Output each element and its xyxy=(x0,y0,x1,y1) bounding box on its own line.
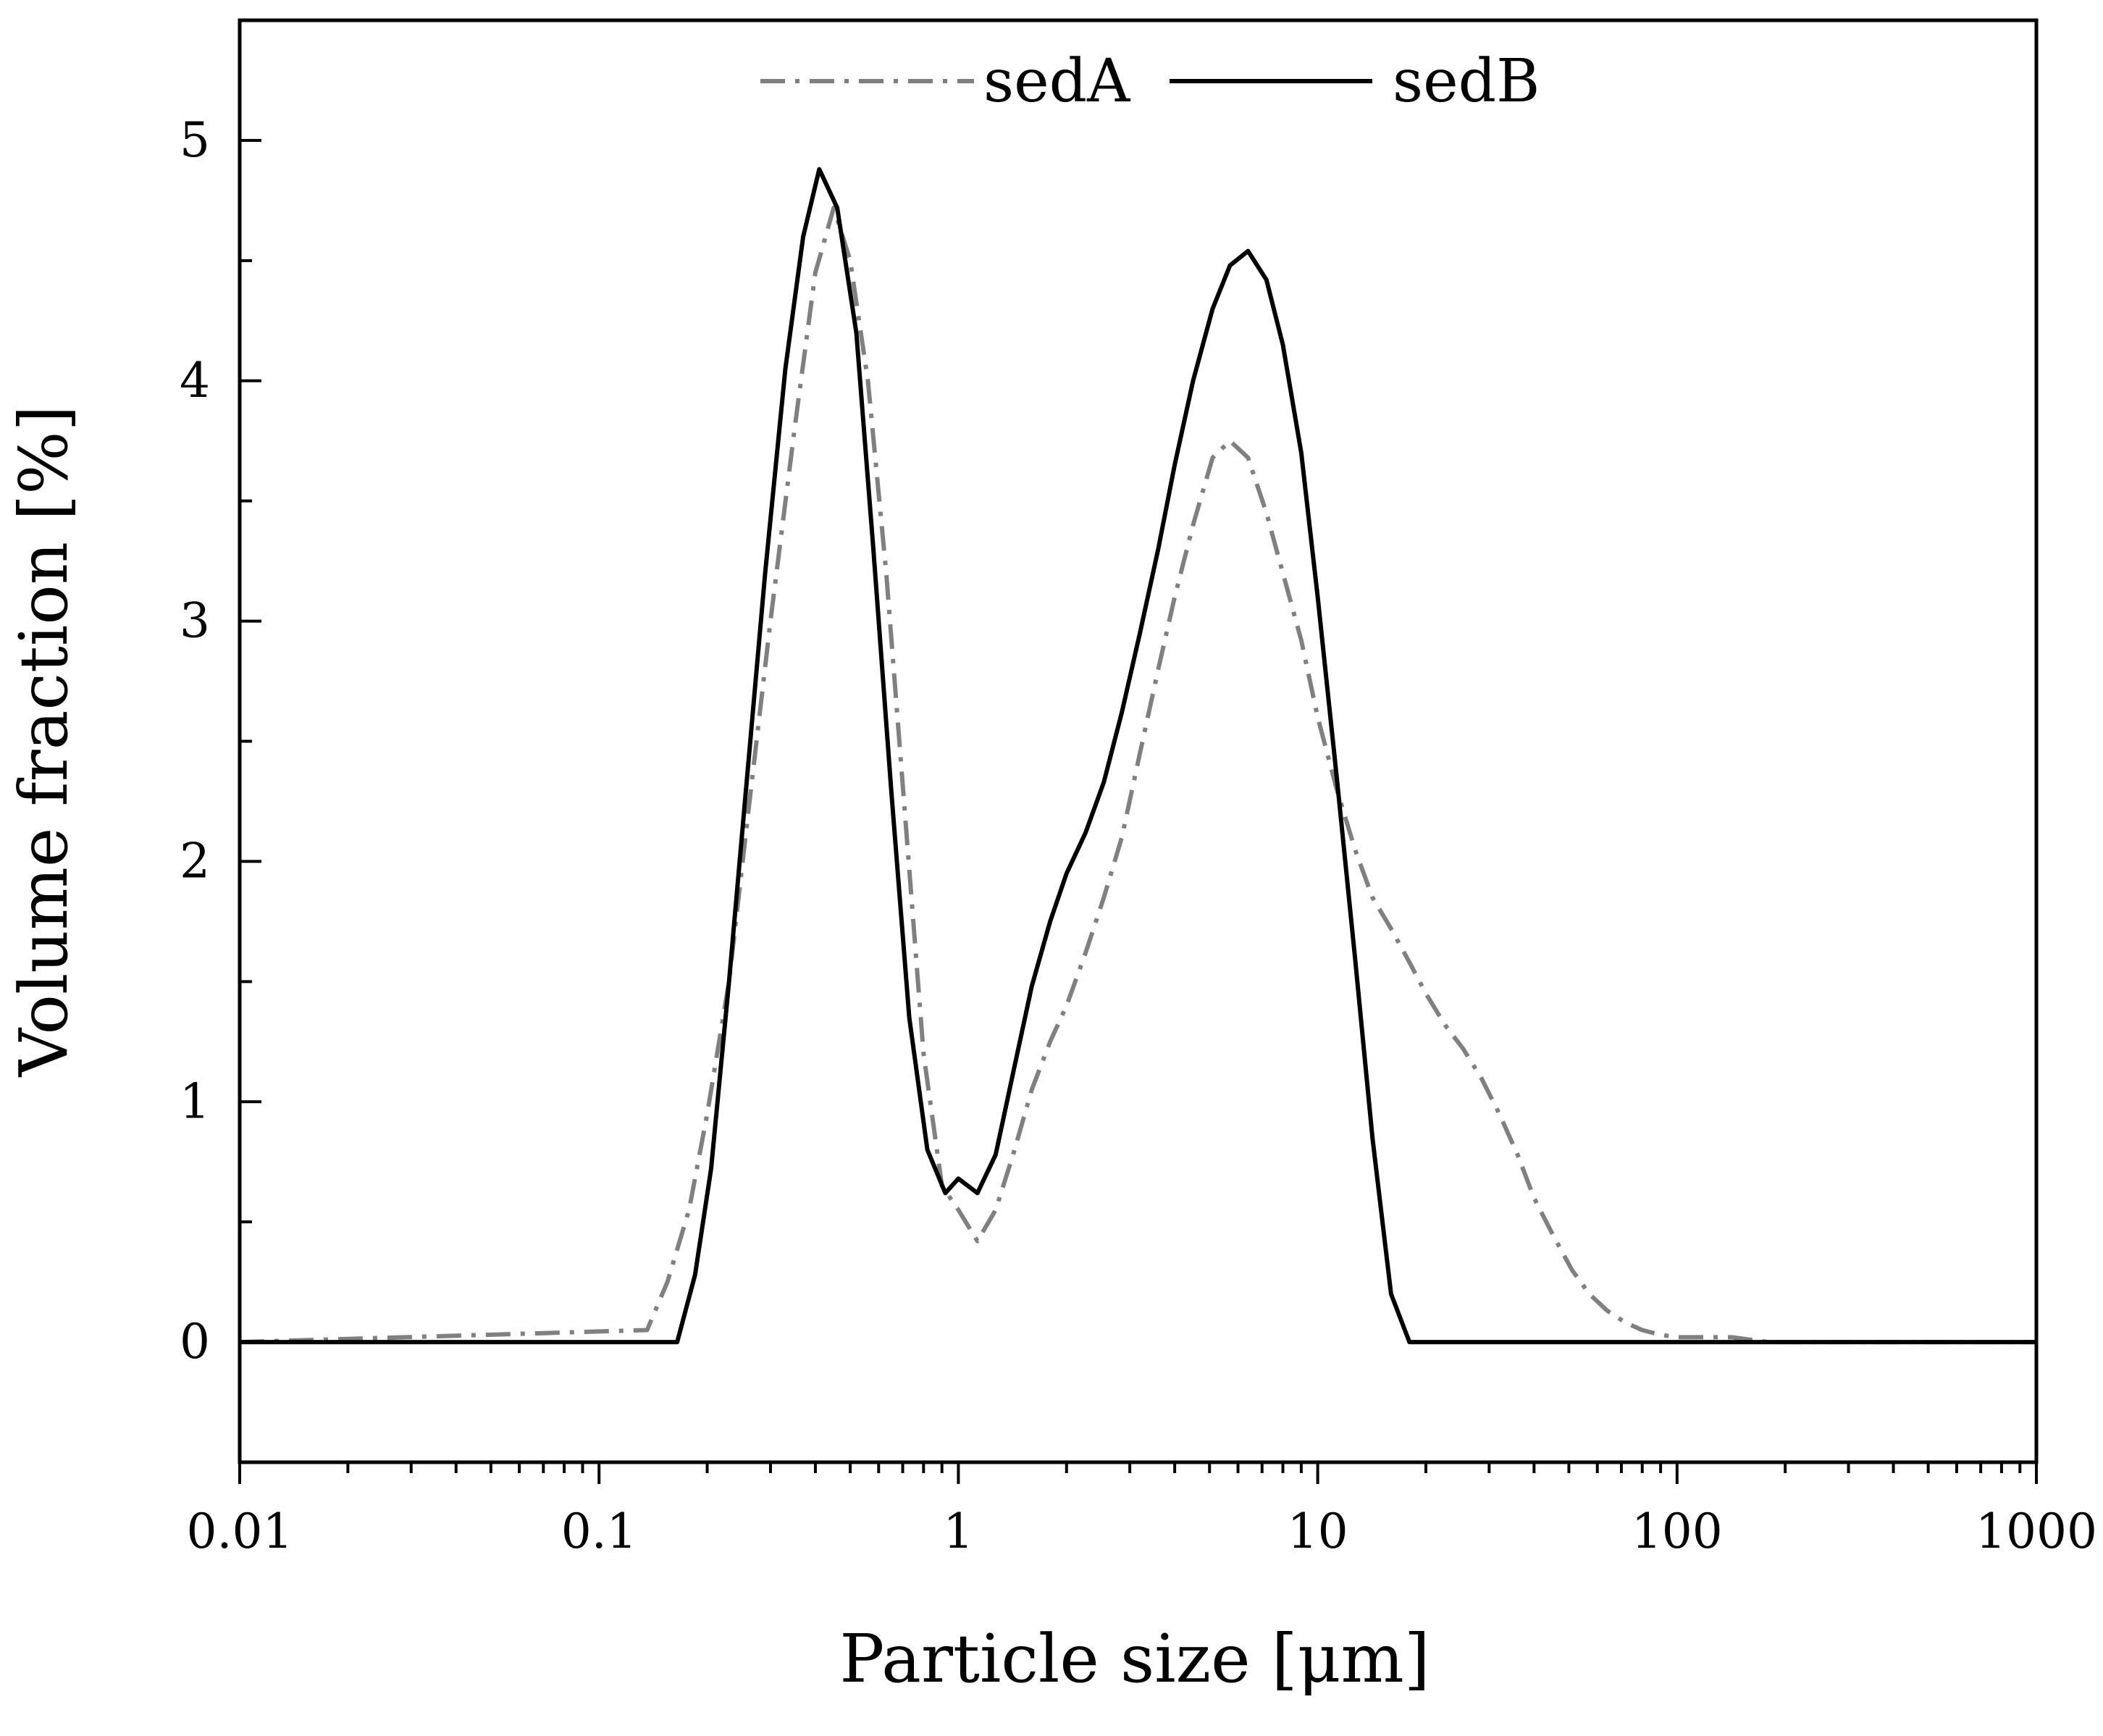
y-axis-ticks: 0 1 2 3 4 5 xyxy=(180,19,261,1464)
x-tick-label: 10 xyxy=(1288,1504,1348,1559)
x-axis-ticks: 0.01 0.1 1 10 100 1000 xyxy=(187,1462,2097,1559)
x-axis-label: Particle size [μm] xyxy=(839,1620,1430,1698)
y-tick-label: 5 xyxy=(180,112,210,168)
y-axis-label: Volume fraction [%] xyxy=(5,406,83,1078)
series-line-sedB xyxy=(240,167,2036,1345)
plot-frame xyxy=(238,18,2039,1464)
legend: sedA sedB xyxy=(760,47,1540,116)
y-tick-label: 1 xyxy=(180,1073,210,1129)
y-tick-label: 3 xyxy=(180,593,210,649)
series-line-sedA xyxy=(239,205,2036,1345)
y-tick-label: 4 xyxy=(180,353,210,408)
x-tick-label: 0.01 xyxy=(187,1504,293,1559)
y-tick-label: 0 xyxy=(180,1314,210,1370)
x-tick-label: 1000 xyxy=(1976,1504,2097,1559)
x-tick-label: 1 xyxy=(943,1504,973,1559)
x-tick-label: 100 xyxy=(1632,1504,1723,1559)
legend-label-sedA: sedA xyxy=(983,47,1131,116)
series-layer xyxy=(239,167,2036,1345)
x-tick-label: 0.1 xyxy=(561,1504,637,1559)
legend-label-sedB: sedB xyxy=(1393,47,1540,116)
y-tick-label: 2 xyxy=(180,833,210,889)
